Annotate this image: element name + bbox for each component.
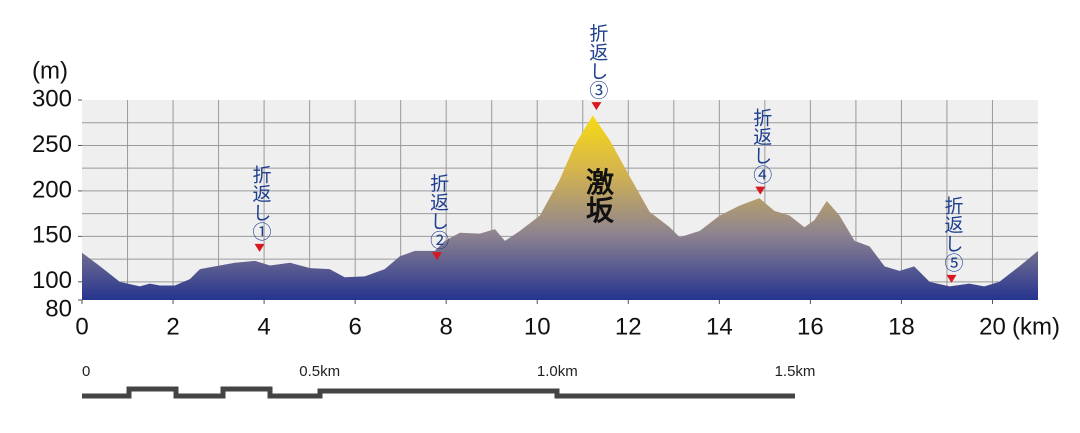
x-tick-label: 14 — [706, 313, 733, 340]
x-tick-label: 20 — [979, 313, 1006, 340]
y-tick-label: 300 — [32, 85, 72, 112]
x-axis-label: (km) — [1012, 313, 1060, 340]
turn-marker — [591, 102, 602, 111]
x-tick-label: 18 — [888, 313, 915, 340]
x-tick-label: 10 — [524, 313, 551, 340]
turn-marker — [755, 186, 766, 195]
turn-label: 折返し⑤ — [941, 196, 963, 272]
x-tick-label: 6 — [348, 313, 361, 340]
x-tick-label: 8 — [440, 313, 453, 340]
y-axis-label: (m) — [32, 57, 68, 84]
x-tick-label: 2 — [166, 313, 179, 340]
y-tick-label: 200 — [32, 176, 72, 203]
scale-label: 0.5km — [299, 363, 340, 380]
y-tick-label: 150 — [32, 222, 72, 249]
x-tick-label: 4 — [257, 313, 270, 340]
elevation-area — [82, 115, 1038, 300]
turn-marker — [946, 274, 957, 283]
turn-label: 折返し④ — [750, 107, 772, 183]
x-tick-label: 0 — [75, 313, 88, 340]
callout: 激坂 — [583, 167, 614, 224]
turn-marker — [432, 252, 443, 261]
y-tick-label: 100 — [32, 267, 72, 294]
y-tick-label: 250 — [32, 131, 72, 158]
scale-label: 0 — [82, 363, 90, 380]
turn-label: 折返し③ — [586, 23, 608, 99]
turn-label: 折返し② — [427, 173, 449, 249]
scale-bar-line — [82, 386, 795, 399]
x-tick-label: 12 — [615, 313, 642, 340]
scale-label: 1.0km — [537, 363, 578, 380]
y-tick-label: 80 — [45, 295, 72, 322]
x-tick-label: 16 — [797, 313, 824, 340]
turn-label: 折返し① — [250, 165, 272, 241]
scale-bar — [82, 386, 795, 399]
turn-marker — [254, 243, 265, 252]
scale-label: 1.5km — [775, 363, 816, 380]
